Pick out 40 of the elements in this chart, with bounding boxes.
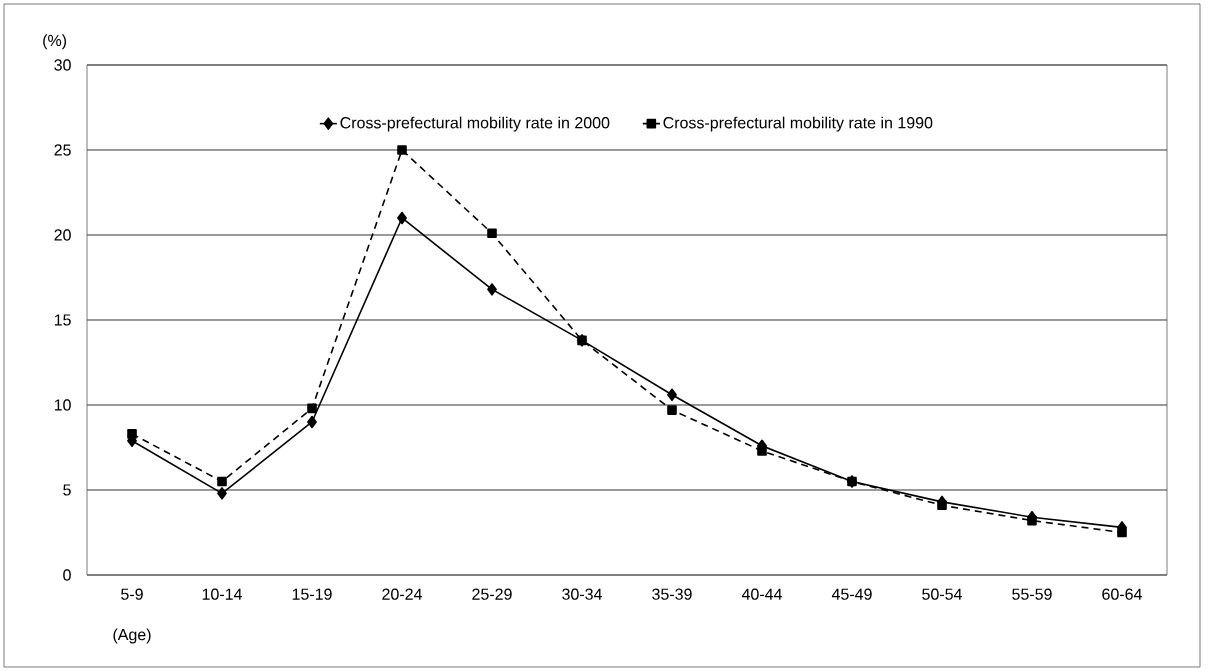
- x-tick-label: 35-39: [652, 588, 692, 600]
- point: [577, 335, 587, 346]
- point: [217, 487, 227, 500]
- point: [487, 228, 497, 239]
- point: [487, 283, 497, 296]
- y-tick-label: 25: [54, 144, 71, 156]
- y-tick-label: 15: [54, 314, 71, 326]
- x-tick-label: 20-24: [382, 588, 422, 600]
- point: [847, 476, 857, 487]
- x-tick-label: 40-44: [741, 588, 782, 600]
- y-tick-label: 10: [54, 399, 71, 411]
- point: [937, 500, 947, 511]
- y-tick-label: 5: [63, 484, 71, 496]
- x-tick-label: 55-59: [1012, 588, 1052, 600]
- x-tick-label: 45-49: [831, 588, 872, 600]
- y-tick-label: 0: [63, 569, 71, 581]
- point: [1117, 527, 1127, 538]
- point: [1027, 515, 1037, 526]
- point: [127, 429, 137, 439]
- x-tick-label: 5-9: [121, 588, 143, 600]
- point: [217, 476, 227, 487]
- y-tick-label: 30: [54, 59, 71, 71]
- x-tick-label: 60-64: [1102, 588, 1142, 600]
- x-tick-label: 10-14: [202, 588, 242, 600]
- point: [667, 388, 677, 402]
- legend-label: Cross-prefectural mobility rate in 2000: [340, 116, 610, 132]
- legend-label: Cross-prefectural mobility rate in 1990: [663, 116, 933, 132]
- y-tick-label: 20: [54, 229, 71, 241]
- point: [307, 415, 317, 429]
- y-axis-title: (%): [43, 34, 67, 50]
- x-tick-label: 30-34: [562, 588, 602, 600]
- point: [397, 145, 407, 155]
- x-tick-label: 15-19: [292, 588, 332, 600]
- x-tick-label: 50-54: [922, 588, 962, 600]
- point: [397, 211, 407, 225]
- x-axis-title: (Age): [113, 628, 151, 644]
- point: [667, 405, 677, 415]
- x-tick-label: 25-29: [472, 588, 512, 600]
- point: [307, 403, 317, 414]
- point: [757, 446, 767, 456]
